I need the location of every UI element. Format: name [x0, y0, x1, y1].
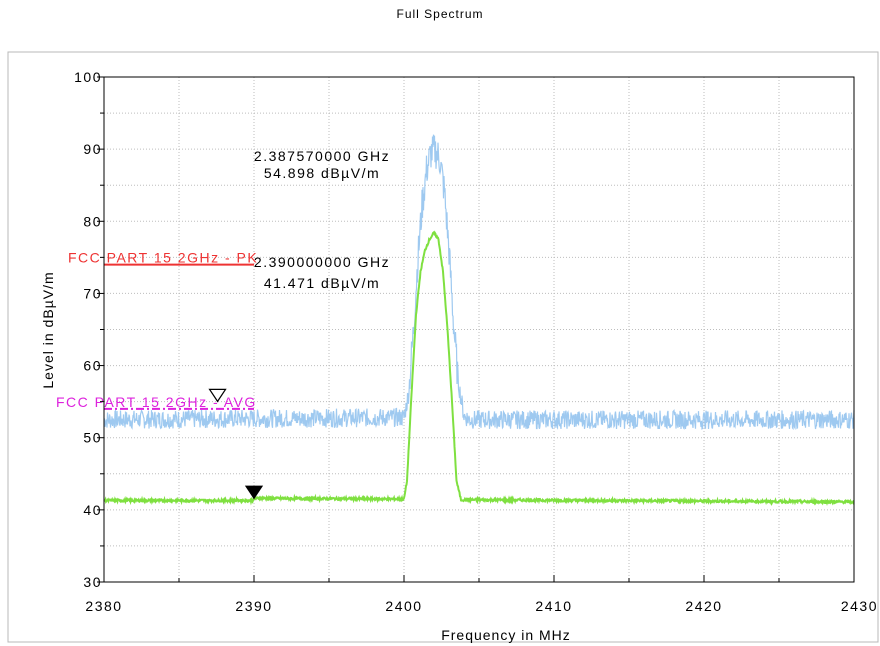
y-tick-label: 80	[83, 213, 102, 229]
x-tick-label: 2430	[841, 598, 878, 614]
y-tick-label: 40	[83, 502, 102, 518]
y-tick-label: 70	[83, 285, 102, 301]
chart-title: Full Spectrum	[396, 7, 483, 21]
y-tick-label: 100	[74, 69, 102, 85]
y-axis-label: Level in dBµV/m	[40, 271, 56, 388]
y-tick-label: 30	[83, 574, 102, 590]
x-tick-label: 2410	[535, 598, 572, 614]
axis-ticks: 2380 2390 2400 2410 2420 2430 30 40 50 60 70 80 90 10…	[74, 69, 878, 614]
marker-frequency-0: 2.387570000 GHz	[254, 148, 390, 164]
marker-triangle-1	[244, 485, 264, 500]
marker-level-0: 54.898 dBµV/m	[264, 165, 380, 181]
x-axis-label: Frequency in MHz	[441, 627, 571, 643]
limit-lines: FCC PART 15 2GHz - PK FCC PART 15 2GHz - …	[56, 250, 258, 410]
limit-label-1: FCC PART 15 2GHz - AVG	[56, 394, 257, 410]
series-trace-1	[103, 230, 855, 507]
series-trace-0	[103, 134, 855, 431]
x-tick-label: 2420	[685, 598, 722, 614]
x-tick-label: 2380	[85, 598, 122, 614]
y-tick-label: 90	[83, 141, 102, 157]
x-tick-label: 2390	[235, 598, 272, 614]
y-tick-label: 50	[83, 430, 102, 446]
marker-triangle-0	[208, 388, 227, 403]
x-tick-label: 2400	[385, 598, 422, 614]
y-tick-label: 60	[83, 358, 102, 374]
marker-level-1: 41.471 dBµV/m	[264, 275, 380, 291]
grid	[103, 76, 855, 583]
outer-frame	[7, 51, 879, 643]
marker-frequency-1: 2.390000000 GHz	[254, 254, 390, 270]
series-layer	[103, 134, 855, 507]
limit-label-0: FCC PART 15 2GHz - PK	[68, 250, 258, 266]
